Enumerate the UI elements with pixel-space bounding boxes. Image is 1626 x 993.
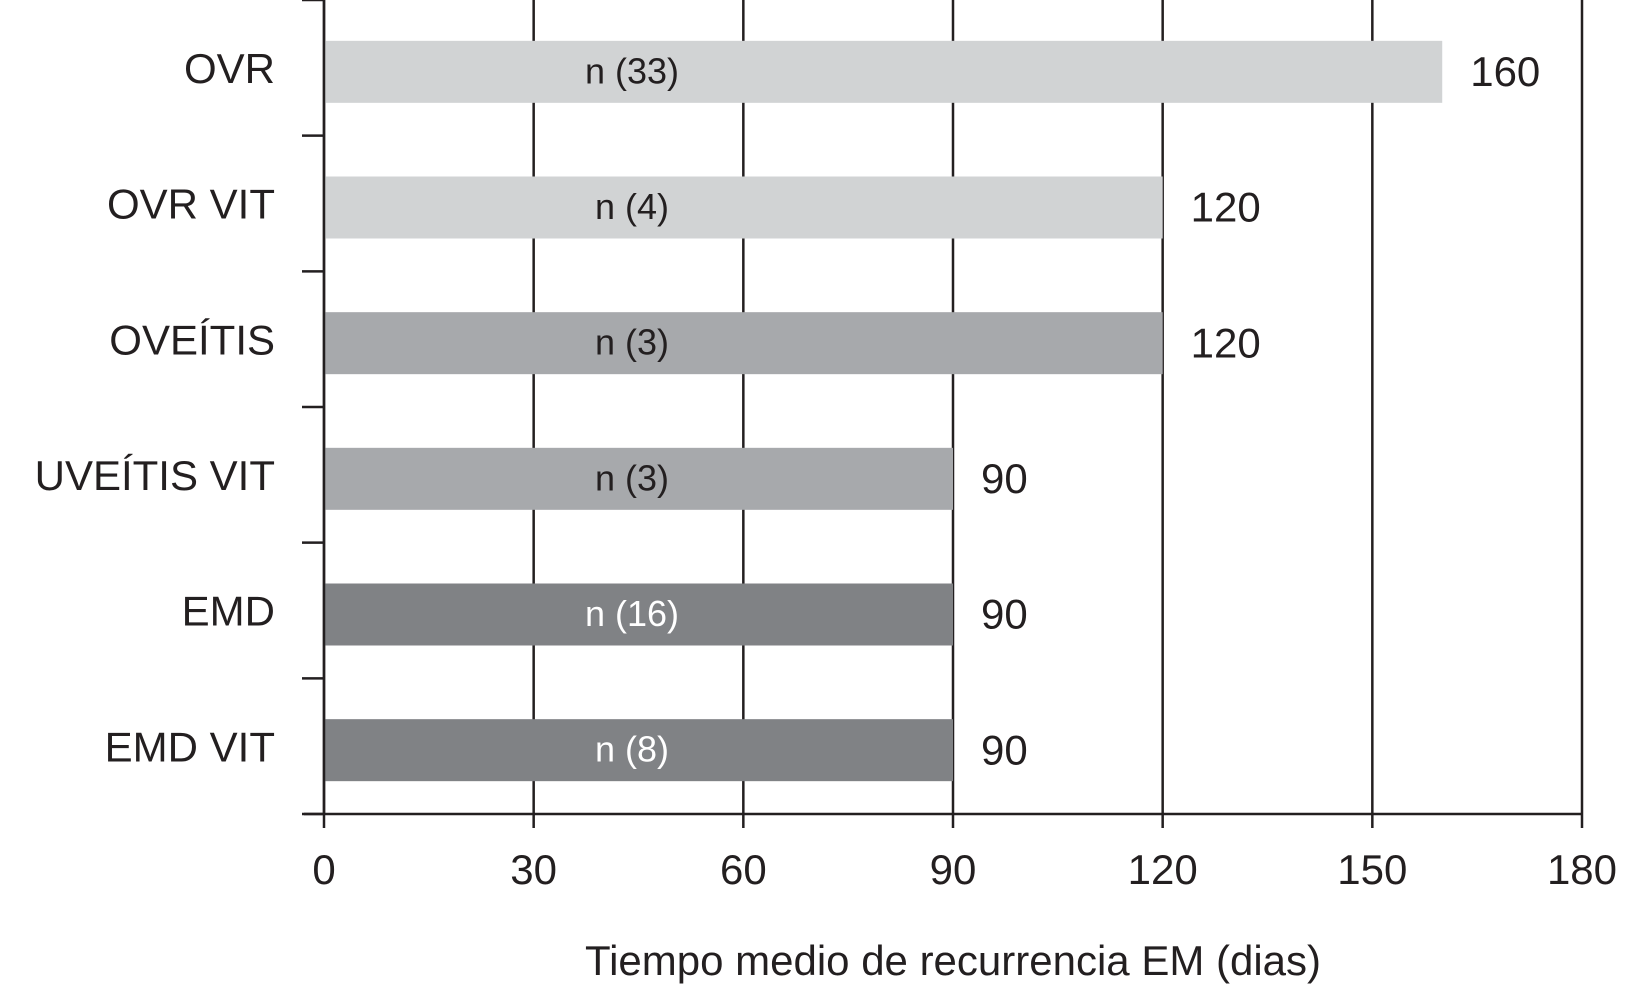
value-label: 90 [981, 591, 1028, 638]
x-tick-label: 90 [930, 846, 977, 893]
bar [324, 312, 1163, 375]
bar-annotation: n (3) [595, 457, 669, 498]
x-tick-label: 120 [1128, 846, 1198, 893]
x-tick-label: 30 [510, 846, 557, 893]
value-label: 120 [1191, 319, 1261, 366]
value-label: 90 [981, 455, 1028, 502]
y-tick-label: OVR [184, 45, 275, 92]
bar [324, 719, 953, 782]
bar [324, 583, 953, 646]
x-tick-label: 180 [1547, 846, 1617, 893]
x-axis-label: Tiempo medio de recurrencia EM (dias) [585, 937, 1321, 984]
value-label: 160 [1470, 48, 1540, 95]
bar-annotation: n (3) [595, 322, 669, 363]
value-label: 90 [981, 726, 1028, 773]
bar [324, 176, 1163, 239]
x-tick-label: 60 [720, 846, 767, 893]
y-tick-label: EMD [182, 588, 275, 635]
bar-annotation: n (4) [595, 186, 669, 227]
y-tick-label: OVEÍTIS [109, 316, 275, 363]
bar-annotation: n (33) [585, 50, 679, 91]
bar [324, 40, 1443, 103]
y-tick-label: UVEÍTIS VIT [35, 452, 275, 499]
y-tick-label: OVR VIT [107, 181, 275, 228]
x-tick-label: 150 [1337, 846, 1407, 893]
value-label: 120 [1191, 184, 1261, 231]
bar-annotation: n (16) [585, 593, 679, 634]
bar [324, 447, 953, 510]
y-tick-label: EMD VIT [105, 723, 275, 770]
x-tick-label: 0 [312, 846, 335, 893]
bar-annotation: n (8) [595, 729, 669, 770]
